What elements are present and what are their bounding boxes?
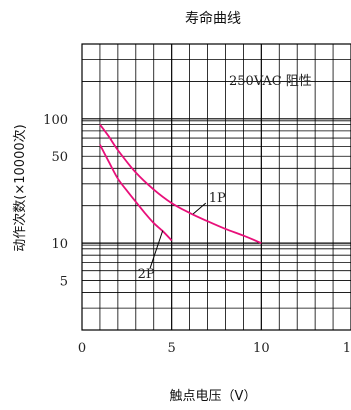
y-tick-label: 10 — [51, 237, 68, 252]
x-axis-label: 触点电压（V） — [170, 389, 257, 404]
leader-line-2p — [149, 230, 164, 269]
y-tick-labels: 5 10 50 100 — [43, 113, 68, 290]
x-tick-label: 5 — [168, 341, 176, 356]
series-label-1p: 1P — [209, 191, 226, 206]
x-tick-label: 0 — [78, 341, 86, 356]
series-line-1p — [99, 123, 262, 244]
series-line-2p — [99, 144, 173, 242]
y-tick-label: 5 — [60, 275, 68, 290]
y-tick-label: 50 — [51, 150, 68, 165]
leader-line-1p — [192, 202, 207, 215]
condition-annotation: 250VAC 阻性 — [229, 74, 312, 89]
x-tick-labels: 0 5 10 15 — [78, 341, 351, 356]
x-tick-label: 10 — [253, 341, 270, 356]
plot-frame — [81, 43, 351, 331]
y-tick-label: 100 — [43, 113, 68, 128]
grid — [82, 44, 351, 330]
x-tick-label: 15 — [343, 341, 351, 356]
y-axis-label: 动作次数(×10000次) — [12, 124, 28, 251]
series-lines — [99, 123, 262, 244]
chart-title: 寿命曲线 — [185, 10, 241, 27]
series-label-2p: 2P — [138, 267, 155, 282]
series-annotations: 1P 2P — [138, 191, 226, 282]
